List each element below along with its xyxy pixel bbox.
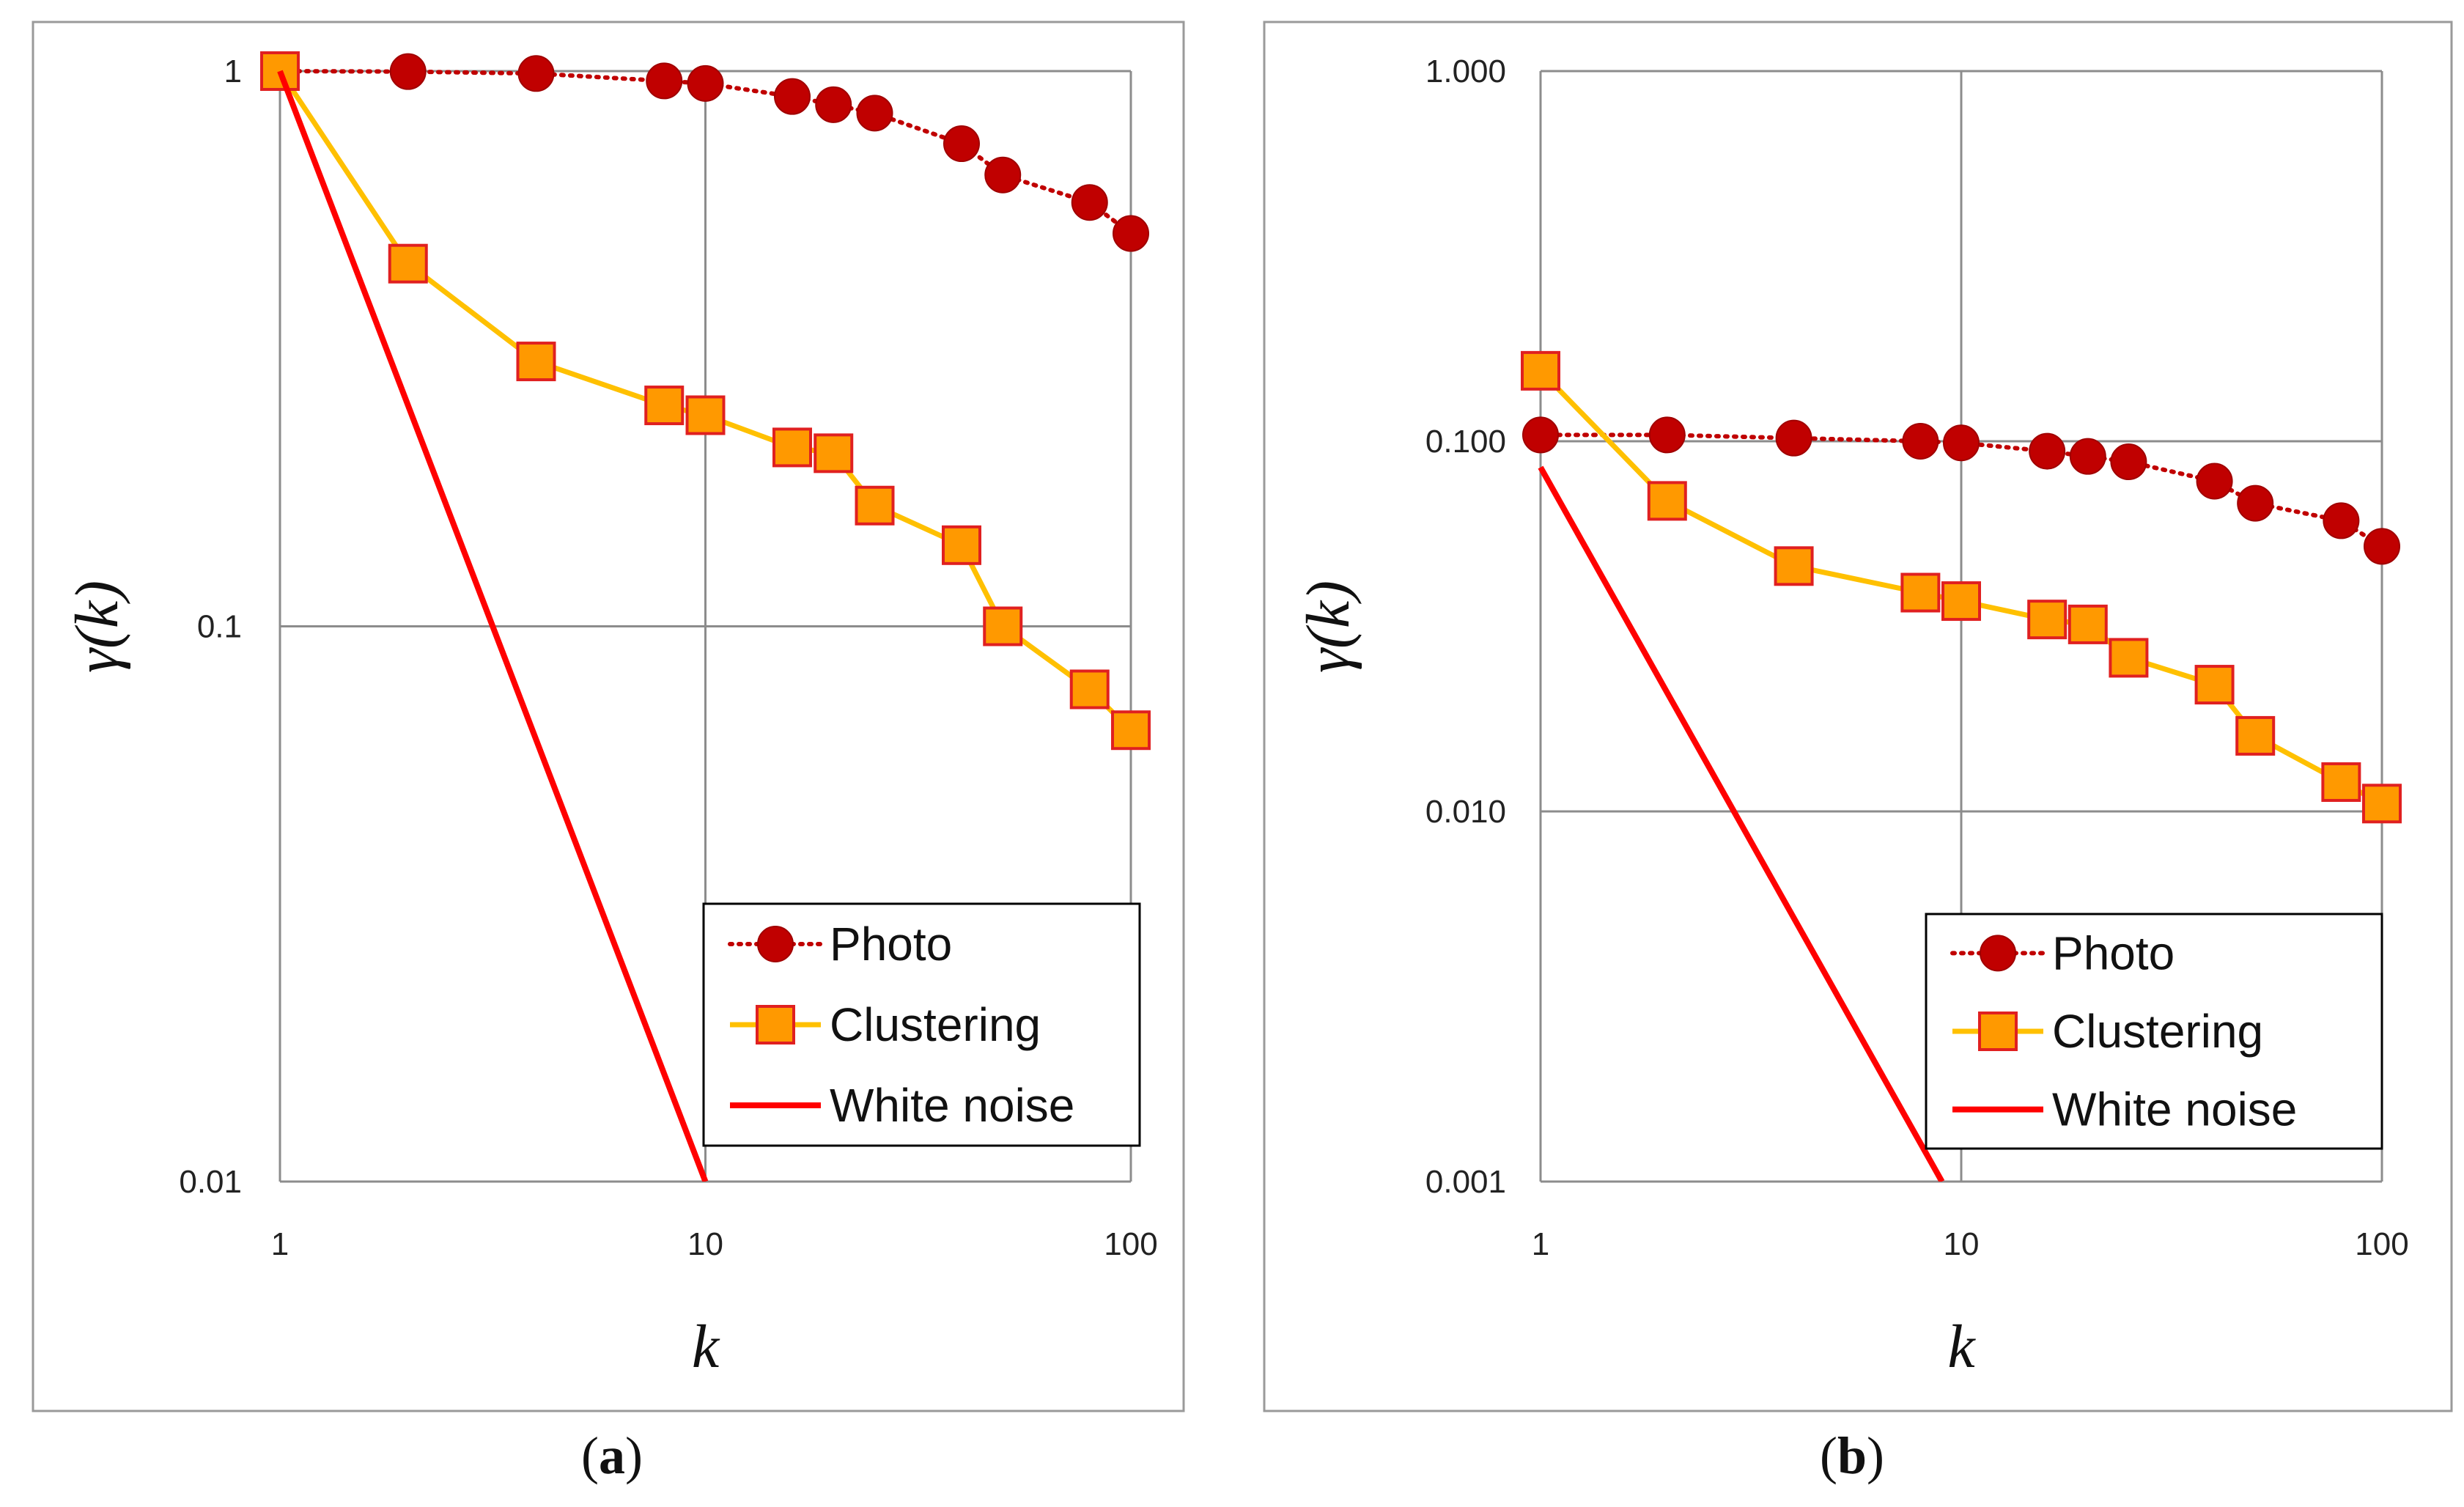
data-point-photo	[2323, 502, 2360, 539]
legend-label-clustering: Clustering	[830, 998, 1041, 1051]
caption-open-paren: (	[581, 1426, 599, 1485]
caption-close-paren: )	[625, 1426, 643, 1485]
data-point-photo	[1113, 215, 1149, 252]
x-tick-label: 100	[2355, 1226, 2408, 1262]
data-point-clustering	[2109, 638, 2149, 678]
panel-frame	[1263, 21, 2453, 1412]
y-tick-label: 1	[224, 54, 242, 89]
data-point-clustering	[772, 427, 812, 468]
y-tick-label: 0.100	[1425, 424, 1506, 460]
data-point-photo	[2196, 463, 2233, 500]
data-point-clustering	[1111, 710, 1151, 751]
y-tick-label: 0.001	[1425, 1164, 1506, 1200]
legend-label-photo: Photo	[830, 918, 952, 970]
data-point-clustering	[2068, 604, 2108, 644]
caption-close-paren: )	[1867, 1426, 1884, 1485]
data-point-clustering	[855, 485, 895, 526]
legend-label-clustering: Clustering	[2052, 1005, 2263, 1058]
data-point-photo	[1902, 423, 1939, 460]
legend-swatch-marker-clustering	[1978, 1012, 2018, 1051]
legend-label-white-noise: White noise	[830, 1079, 1074, 1132]
x-tick-label: 10	[1944, 1226, 1980, 1262]
data-point-clustering	[2321, 762, 2361, 803]
data-point-photo	[2237, 484, 2274, 522]
caption-letter: a	[599, 1426, 625, 1485]
x-tick-label: 1	[1532, 1226, 1549, 1262]
data-point-photo	[1943, 424, 1980, 462]
chart-panel-a: 0.01 0.1 1 1 10 100 k γ(k) Photo Clustering White …	[32, 21, 1185, 1485]
data-point-clustering	[516, 342, 556, 382]
x-axis-title: k	[692, 1313, 720, 1381]
data-point-photo	[2110, 443, 2147, 481]
data-point-clustering	[1774, 546, 1814, 586]
chart-panel-b: 0.001 0.010 0.100 1.000 1 10 100 k γ(k) Photo Clus…	[1263, 21, 2453, 1485]
data-point-clustering	[983, 606, 1023, 646]
data-point-photo	[2069, 438, 2106, 475]
data-point-clustering	[941, 525, 981, 565]
data-point-clustering	[685, 395, 726, 435]
data-point-photo	[943, 125, 980, 163]
data-point-clustering	[2027, 600, 2068, 640]
panel-caption: (a)	[581, 1426, 643, 1485]
data-point-photo	[1648, 416, 1686, 454]
data-point-photo	[984, 156, 1022, 194]
legend-swatch-marker-photo	[757, 926, 794, 962]
x-tick-label: 10	[687, 1226, 723, 1262]
y-axis-title: γ(k)	[1294, 581, 1362, 673]
legend-label-white-noise: White noise	[2052, 1083, 2297, 1136]
series-line-white-noise	[277, 70, 709, 1182]
data-point-photo	[646, 62, 683, 100]
data-point-clustering	[1647, 481, 1687, 521]
data-point-clustering	[644, 386, 685, 426]
data-point-clustering	[1941, 581, 1981, 622]
panel-caption: (b)	[1820, 1426, 1884, 1485]
data-point-clustering	[2194, 665, 2235, 705]
data-point-clustering	[1521, 350, 1560, 391]
data-point-photo	[1522, 416, 1559, 454]
legend-swatch-marker-clustering	[756, 1005, 795, 1044]
legend: Photo Clustering White noise	[702, 902, 1141, 1147]
x-axis-title: k	[1947, 1313, 1976, 1381]
data-point-clustering	[1900, 572, 1941, 613]
y-axis-title: γ(k)	[63, 581, 131, 673]
x-tick-label: 1	[271, 1226, 289, 1262]
data-point-photo	[1775, 419, 1812, 457]
caption-open-paren: (	[1820, 1426, 1837, 1485]
data-point-photo	[1071, 184, 1108, 221]
y-tick-label: 1.000	[1425, 54, 1506, 89]
data-point-photo	[2364, 528, 2400, 565]
y-tick-label: 0.1	[197, 609, 242, 645]
data-point-photo	[2029, 432, 2066, 470]
panel-frame	[32, 21, 1185, 1412]
data-point-clustering	[2362, 784, 2402, 824]
legend-swatch-marker-photo	[1980, 935, 2016, 972]
data-point-clustering	[2235, 715, 2276, 756]
data-point-photo	[815, 86, 852, 123]
y-tick-label: 0.010	[1425, 794, 1506, 830]
data-point-clustering	[388, 243, 428, 284]
data-point-clustering	[1069, 669, 1110, 710]
series-line-white-noise	[1538, 465, 1945, 1182]
legend-label-photo: Photo	[2052, 926, 2175, 979]
data-point-photo	[389, 53, 427, 90]
caption-letter: b	[1837, 1426, 1867, 1485]
legend: Photo Clustering White noise	[1925, 913, 2383, 1150]
y-tick-label: 0.01	[179, 1164, 242, 1200]
data-point-photo	[773, 78, 811, 115]
data-point-photo	[517, 55, 555, 92]
data-point-photo	[687, 65, 724, 102]
data-point-photo	[856, 95, 893, 132]
x-tick-label: 100	[1104, 1226, 1157, 1262]
data-point-clustering	[814, 433, 854, 474]
